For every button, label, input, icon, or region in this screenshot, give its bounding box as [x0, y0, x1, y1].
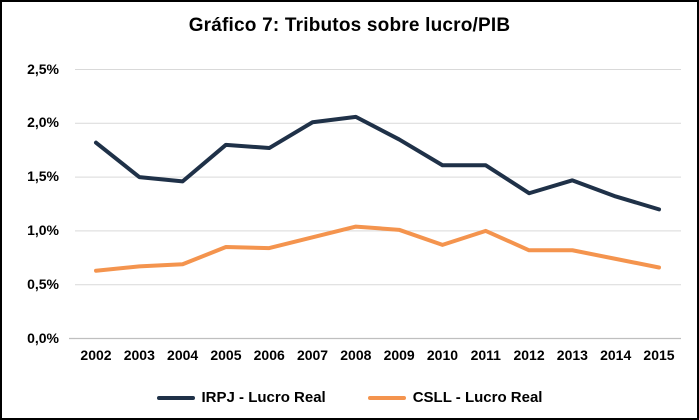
- legend-label-irpj: IRPJ - Lucro Real: [201, 389, 326, 406]
- legend-item-csll: CSLL - Lucro Real: [367, 389, 543, 406]
- x-tick-label: 2012: [513, 346, 545, 363]
- y-tick-label: 1,0%: [27, 221, 59, 238]
- x-tick-label: 2004: [167, 346, 199, 363]
- series-line-irpj: [94, 114, 661, 212]
- y-tick-label: 0,0%: [27, 329, 59, 346]
- x-tick-label: 2013: [556, 346, 588, 363]
- legend-label-csll: CSLL - Lucro Real: [412, 389, 543, 406]
- x-tick-label: 2014: [600, 346, 632, 363]
- legend-line-swatch-csll: [367, 395, 406, 400]
- y-tick-label: 0,5%: [27, 275, 59, 292]
- legend: IRPJ - Lucro Real CSLL - Lucro Real: [2, 389, 697, 406]
- x-tick-label: 2015: [643, 346, 675, 363]
- y-tick-label: 2,5%: [27, 60, 59, 77]
- legend-line-swatch-irpj: [156, 395, 195, 400]
- x-tick-label: 2007: [296, 346, 329, 363]
- x-tick-label: 2009: [383, 346, 415, 363]
- x-tick-label: 2011: [470, 346, 501, 363]
- legend-item-irpj: IRPJ - Lucro Real: [156, 389, 326, 406]
- x-tick-label: 2008: [340, 346, 372, 363]
- y-tick-label: 2,0%: [27, 114, 59, 131]
- series-line-csll: [94, 224, 661, 273]
- x-tick-label: 2006: [253, 346, 285, 363]
- chart-title: Gráfico 7: Tributos sobre lucro/PIB: [188, 15, 511, 36]
- x-tick-label: 2002: [80, 346, 112, 363]
- x-tick-label: 2003: [123, 346, 155, 363]
- y-tick-label: 1,5%: [27, 168, 59, 185]
- x-tick-label: 2005: [210, 346, 242, 363]
- x-tick-label: 2010: [426, 346, 459, 363]
